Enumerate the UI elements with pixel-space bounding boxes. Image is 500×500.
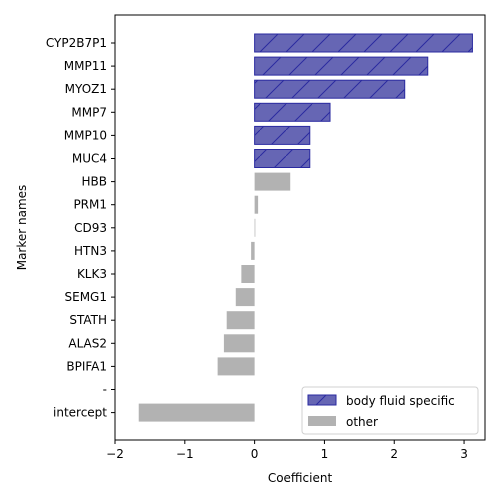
x-tick-label: 3	[460, 447, 468, 461]
y-tick-label: HTN3	[74, 244, 107, 258]
y-tick-label: MYOZ1	[65, 82, 107, 96]
x-tick-label: 0	[251, 447, 259, 461]
bar-hatch	[254, 57, 428, 76]
x-ticks: −2 −1 0 1 2 3	[106, 440, 468, 461]
y-tick-label: ALAS2	[68, 336, 107, 350]
plot-frame	[114, 14, 486, 441]
y-axis-label: Marker names	[15, 185, 29, 271]
y-tick-label: MUC4	[72, 152, 107, 166]
legend-swatch	[308, 416, 336, 426]
y-tick-label: PRM1	[73, 198, 107, 212]
bar-KLK3	[241, 265, 255, 283]
y-tick-label: intercept	[53, 406, 107, 420]
bars-layer	[138, 33, 473, 422]
bar-hatch	[254, 80, 405, 99]
x-axis-label: Coefficient	[268, 471, 333, 485]
bar-STATH	[226, 311, 255, 330]
y-tick-label: CYP2B7P1	[46, 36, 107, 50]
x-tick-label: 2	[390, 447, 398, 461]
y-tick-label: MMP7	[71, 105, 107, 119]
x-tick-label: −1	[176, 447, 194, 461]
y-tick-label: -	[103, 383, 107, 397]
y-tick-label: CD93	[74, 221, 107, 235]
bar-hatch	[254, 103, 331, 122]
y-tick-label: MMP10	[64, 128, 107, 142]
y-tick-label: HBB	[82, 175, 108, 189]
x-tick-label: 1	[321, 447, 329, 461]
bar-HBB	[254, 172, 291, 191]
legend: body fluid specific other	[301, 386, 479, 435]
bar-HTN3	[251, 241, 255, 260]
bar-PRM1	[254, 195, 259, 214]
y-tick-label: MMP11	[64, 59, 107, 73]
legend-swatch	[307, 394, 337, 406]
bar-CD93	[254, 218, 256, 237]
legend-box	[301, 386, 479, 435]
bar-BPIFA1	[217, 357, 255, 376]
bar-SEMG1	[235, 288, 255, 307]
legend-label: body fluid specific	[346, 394, 455, 408]
bar-hatch	[254, 149, 310, 168]
y-tick-label: SEMG1	[65, 290, 108, 304]
bar-intercept	[138, 403, 255, 422]
y-ticks: CYP2B7P1 MMP11 MYOZ1 MMP7 MMP10 MUC4 HBB PRM1 CD…	[46, 36, 115, 420]
y-tick-label: BPIFA1	[66, 359, 107, 373]
x-tick-label: −2	[106, 447, 124, 461]
y-tick-label: STATH	[69, 313, 107, 327]
bar-hatch	[254, 34, 473, 52]
bar-ALAS2	[223, 334, 255, 353]
bar-hatch	[254, 126, 310, 145]
legend-label: other	[346, 415, 378, 429]
y-tick-label: KLK3	[77, 267, 107, 281]
legend-hatch	[315, 394, 327, 406]
